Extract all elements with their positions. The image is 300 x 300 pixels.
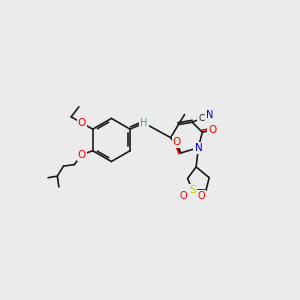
- Text: O: O: [198, 191, 205, 201]
- Text: O: O: [179, 191, 187, 201]
- Text: O: O: [78, 150, 86, 160]
- Text: H: H: [140, 118, 148, 128]
- Text: O: O: [78, 118, 86, 128]
- Text: O: O: [173, 137, 181, 147]
- Text: N: N: [206, 110, 214, 120]
- Text: N: N: [194, 143, 202, 153]
- Text: S: S: [189, 185, 196, 195]
- Text: O: O: [208, 125, 216, 135]
- Text: C: C: [198, 114, 205, 123]
